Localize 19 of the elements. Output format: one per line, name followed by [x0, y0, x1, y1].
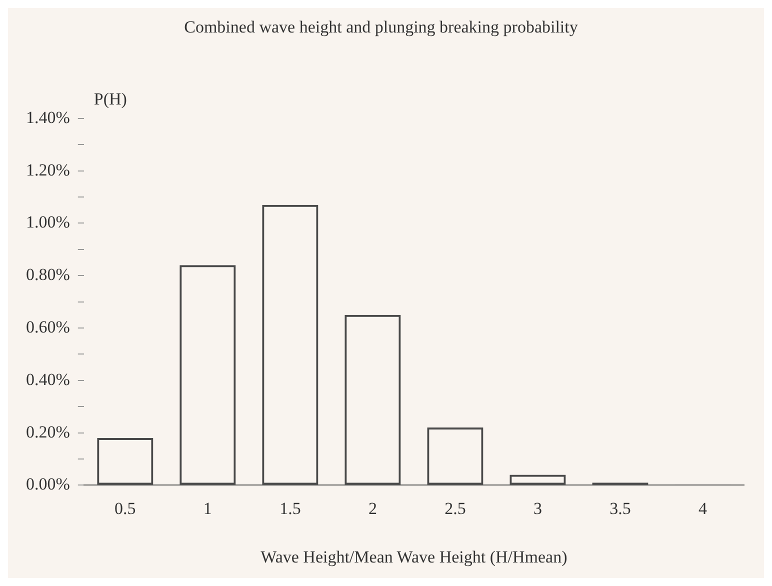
x-tick-label: 1 — [203, 498, 212, 518]
x-tick-label: 3.5 — [610, 498, 631, 518]
x-tick-label: 4 — [698, 498, 708, 518]
y-axis-title: P(H) — [94, 89, 127, 108]
x-tick-label: 3 — [533, 498, 542, 518]
y-tick-label: 0.00% — [26, 474, 70, 494]
x-tick-label: 2.5 — [444, 498, 466, 518]
y-tick-label: 1.20% — [26, 160, 70, 180]
y-tick-label: 0.80% — [26, 265, 70, 284]
y-tick-label: 1.00% — [26, 212, 70, 232]
x-tick-label: 0.5 — [114, 498, 136, 518]
chart-title: Combined wave height and plunging breaking probability — [184, 18, 578, 37]
y-tick-label: 0.60% — [26, 317, 70, 336]
x-tick-label: 2 — [368, 498, 377, 518]
y-tick-label: 0.20% — [26, 422, 70, 442]
y-tick-label: 0.40% — [26, 370, 70, 389]
x-tick-label: 1.5 — [280, 498, 301, 518]
y-tick-label: 1.40% — [26, 108, 70, 127]
x-axis-title: Wave Height/Mean Wave Height (H/Hmean) — [260, 547, 568, 566]
